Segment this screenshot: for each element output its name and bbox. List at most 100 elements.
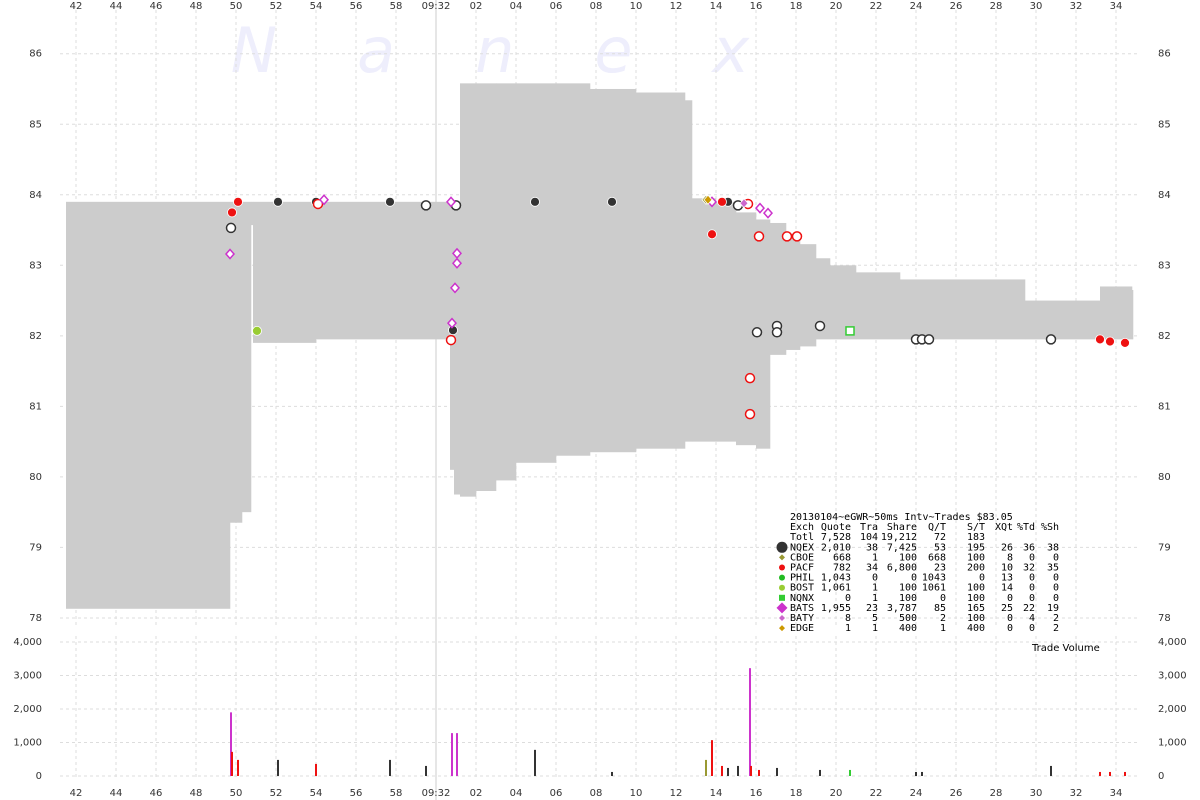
x-tick-label: 18: [790, 788, 803, 799]
table-cell: 38: [1047, 542, 1059, 553]
x-tick-label: 06: [550, 788, 563, 799]
y-tick-label: 86: [1158, 49, 1171, 60]
volume-bar: [231, 751, 233, 776]
table-cell: 1: [872, 552, 878, 563]
y-tick-label: 78: [1158, 613, 1171, 624]
x-tick-label: 50: [230, 1, 243, 12]
spread-band: [66, 201, 231, 609]
table-cell: 0: [1053, 593, 1059, 604]
table-cell: 0: [845, 593, 851, 604]
table-cell: 85: [934, 603, 946, 614]
table-cell: 0: [911, 573, 917, 584]
legend-label: PHIL: [790, 573, 814, 584]
trade-marker: [385, 196, 395, 207]
spread-band: [396, 201, 451, 340]
trade-marker: [703, 194, 713, 205]
table-cell: 100: [899, 593, 917, 604]
x-tick-label: 14: [710, 1, 723, 12]
table-cell: 0: [1007, 613, 1013, 624]
table-cell: 8: [845, 613, 851, 624]
spread-band: [1025, 300, 1101, 340]
legend-label: NQNX: [790, 593, 814, 604]
table-cell: 25: [1001, 603, 1013, 614]
trade-marker: [445, 196, 457, 208]
table-cell: 1061: [922, 583, 946, 594]
volume-bar: [534, 749, 536, 776]
y-tick-label: 0: [36, 771, 42, 782]
trade-marker: [252, 326, 262, 336]
table-cell: 1: [940, 623, 946, 634]
table-header: XQt: [995, 522, 1013, 533]
x-tick-label: 32: [1070, 788, 1083, 799]
table-cell: 0: [1053, 573, 1059, 584]
table-cell: 0: [1029, 623, 1035, 634]
y-tick-label: 3,000: [13, 671, 42, 682]
x-tick-label: 18: [790, 1, 803, 12]
table-cell: 5: [872, 613, 878, 624]
legend-marker: [779, 584, 785, 591]
table-cell: 165: [967, 603, 985, 614]
volume-title: Trade Volume: [1031, 643, 1100, 654]
spread-band: [800, 244, 817, 347]
x-tick-label: 34: [1110, 1, 1123, 12]
x-tick-label: 56: [350, 788, 363, 799]
table-cell: 0: [1029, 552, 1035, 563]
table-cell: 3,787: [887, 603, 917, 614]
trade-marker: [717, 196, 727, 207]
table-cell: 19: [1047, 603, 1059, 614]
table-cell: 195: [967, 542, 985, 553]
trade-marker: [1120, 337, 1130, 348]
table-header: %Td: [1017, 522, 1035, 533]
table-header: Quote: [821, 522, 851, 533]
x-tick-label: 14: [710, 788, 723, 799]
table-cell: 183: [967, 532, 985, 543]
x-tick-label: 20: [830, 1, 843, 12]
x-tick-label: 52: [270, 1, 283, 12]
table-cell: 7,425: [887, 542, 917, 553]
table-cell: 200: [967, 563, 985, 574]
y-tick-label: 4,000: [13, 637, 42, 648]
x-tick-label: 28: [990, 1, 1003, 12]
table-cell: 0: [1053, 552, 1059, 563]
trade-marker: [233, 196, 243, 207]
y-tick-label: 81: [29, 401, 42, 412]
trade-marker: [1045, 334, 1057, 345]
table-cell: 0: [940, 593, 946, 604]
table-header: Q/T: [928, 522, 946, 533]
table-cell: 668: [928, 552, 946, 563]
volume-bar: [915, 771, 917, 776]
trade-marker: [446, 317, 458, 329]
trade-marker: [420, 200, 432, 211]
table-cell: 2: [1053, 613, 1059, 624]
trade-marker: [227, 207, 237, 218]
x-tick-label: 30: [1030, 788, 1043, 799]
x-tick-label: 50: [230, 788, 243, 799]
volume-bar: [611, 771, 613, 776]
y-tick-label: 78: [29, 613, 42, 624]
volume-bar: [230, 712, 232, 776]
x-tick-label: 54: [310, 1, 323, 12]
legend-label: BATS: [790, 603, 814, 614]
table-title: 20130104~eGWR~50ms Intv~Trades $83.05: [790, 512, 1013, 523]
table-cell: 22: [1023, 603, 1035, 614]
trade-marker: [224, 248, 236, 260]
table-cell: 1043: [922, 573, 946, 584]
trade-marker: [781, 231, 793, 242]
table-cell: 23: [934, 563, 946, 574]
trade-marker: [771, 327, 783, 338]
x-tick-label: 02: [470, 1, 483, 12]
y-tick-label: 79: [29, 542, 42, 553]
x-tick-label: 04: [510, 788, 523, 799]
trade-marker: [318, 194, 330, 206]
spread-band: [900, 279, 1026, 340]
table-cell: 10: [1001, 563, 1013, 574]
y-tick-label: 80: [29, 472, 42, 483]
spread-band: [685, 100, 693, 442]
y-tick-label: 84: [1158, 190, 1171, 201]
trade-marker: [791, 231, 803, 242]
y-tick-label: 1,000: [1158, 737, 1187, 748]
volume-bar: [721, 765, 723, 776]
x-tick-label: 09:32: [422, 1, 451, 12]
volume-bar: [711, 740, 713, 776]
volume-bar: [849, 769, 851, 776]
